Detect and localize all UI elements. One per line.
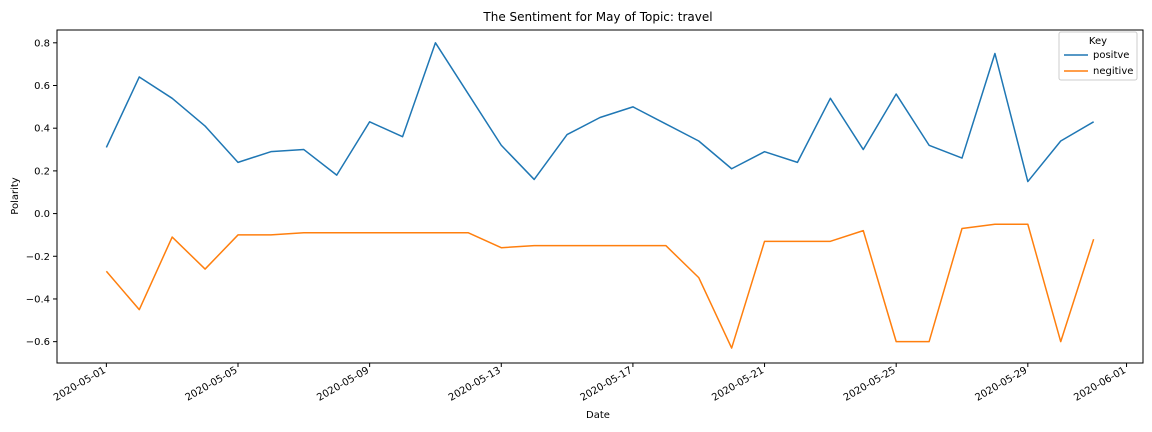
y-tick-label: 0.8 [34, 38, 50, 49]
y-tick-label: −0.2 [26, 252, 50, 263]
legend: Key positve negitive [1058, 31, 1138, 81]
legend-title: Key [1089, 36, 1107, 47]
legend-label-positve: positve [1093, 50, 1129, 61]
plot-frame [56, 29, 1144, 364]
y-tick-label: 0.0 [34, 209, 50, 220]
x-axis-label: Date [586, 410, 610, 421]
y-axis-label: Polarity [10, 177, 21, 215]
y-tick-label: −0.6 [26, 337, 50, 348]
y-tick-label: 0.2 [34, 166, 50, 177]
chart-title: The Sentiment for May of Topic: travel [482, 10, 712, 24]
y-tick-label: −0.4 [26, 294, 50, 305]
y-axis: −0.6 −0.4 −0.2 0.0 0.2 0.4 0.6 0.8 [26, 38, 57, 348]
legend-label-negitive: negitive [1093, 66, 1133, 77]
y-tick-label: 0.6 [34, 81, 50, 92]
y-tick-label: 0.4 [34, 124, 50, 135]
plot-area [56, 29, 1144, 364]
legend-box [1058, 31, 1138, 81]
series-layer [105, 42, 1095, 349]
